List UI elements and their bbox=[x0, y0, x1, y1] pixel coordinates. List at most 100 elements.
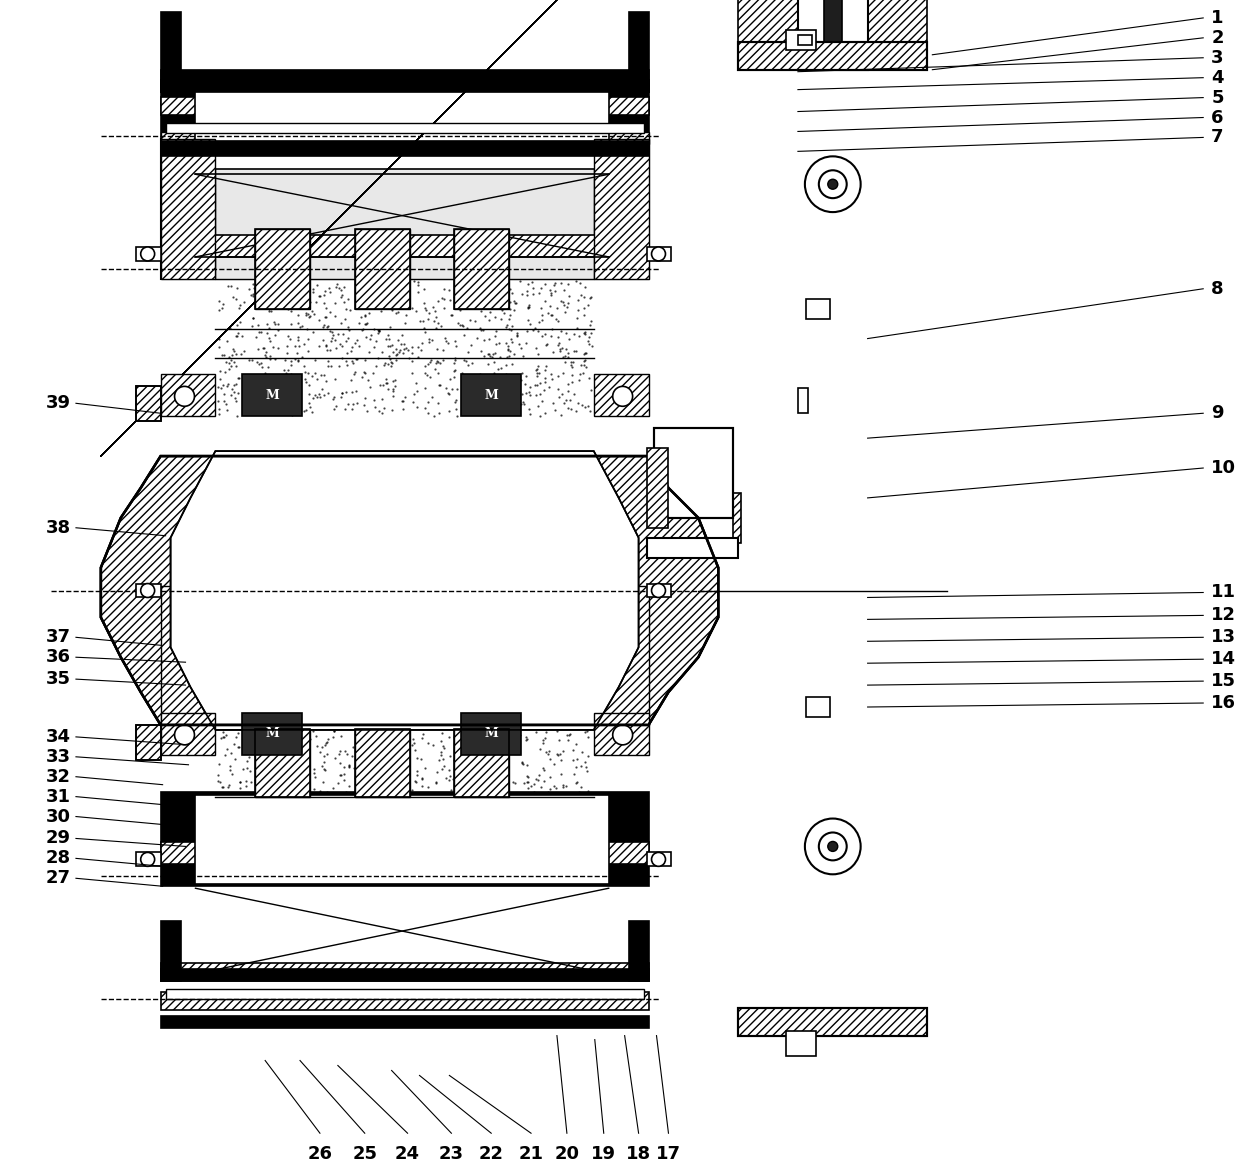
Text: 21: 21 bbox=[518, 1145, 543, 1163]
Text: 1: 1 bbox=[1211, 9, 1224, 27]
Text: 28: 28 bbox=[46, 850, 71, 867]
Text: M: M bbox=[485, 389, 498, 401]
Circle shape bbox=[140, 247, 155, 261]
Circle shape bbox=[140, 584, 155, 598]
Bar bbox=[355, 729, 409, 797]
Circle shape bbox=[805, 156, 861, 212]
Bar bbox=[786, 30, 816, 50]
Circle shape bbox=[651, 584, 666, 598]
Bar bbox=[161, 843, 649, 865]
Bar bbox=[646, 448, 668, 527]
Bar bbox=[161, 375, 216, 417]
Bar bbox=[806, 299, 830, 319]
Bar bbox=[161, 139, 649, 279]
Circle shape bbox=[828, 180, 838, 189]
Bar bbox=[135, 725, 161, 760]
Text: 19: 19 bbox=[591, 1145, 616, 1163]
Bar bbox=[454, 229, 510, 309]
Text: 10: 10 bbox=[1211, 459, 1236, 477]
Bar bbox=[166, 988, 644, 999]
Text: 33: 33 bbox=[46, 748, 71, 766]
Bar bbox=[161, 235, 649, 257]
Bar bbox=[738, 42, 928, 70]
Text: 7: 7 bbox=[1211, 128, 1224, 146]
Bar bbox=[255, 229, 310, 309]
Circle shape bbox=[175, 725, 195, 745]
Text: 39: 39 bbox=[46, 394, 71, 412]
Bar bbox=[868, 0, 928, 70]
Bar bbox=[797, 35, 812, 44]
Bar bbox=[738, 42, 928, 70]
Text: 23: 23 bbox=[439, 1145, 464, 1163]
Bar bbox=[216, 139, 594, 279]
Bar bbox=[161, 586, 216, 725]
Circle shape bbox=[805, 818, 861, 874]
Bar bbox=[135, 584, 161, 598]
Circle shape bbox=[651, 852, 666, 866]
Polygon shape bbox=[100, 456, 718, 725]
Bar bbox=[161, 969, 649, 980]
Bar bbox=[161, 139, 216, 279]
Text: 27: 27 bbox=[46, 869, 71, 887]
Bar bbox=[161, 79, 649, 174]
Text: 32: 32 bbox=[46, 768, 71, 785]
Bar bbox=[653, 428, 733, 518]
Text: 35: 35 bbox=[46, 670, 71, 689]
Bar bbox=[454, 729, 510, 797]
Bar bbox=[738, 0, 797, 70]
Text: 25: 25 bbox=[352, 1145, 377, 1163]
Bar bbox=[355, 729, 409, 797]
Bar bbox=[135, 247, 161, 261]
Text: 14: 14 bbox=[1211, 650, 1236, 669]
Text: 3: 3 bbox=[1211, 49, 1224, 67]
Text: 38: 38 bbox=[46, 519, 71, 537]
Bar bbox=[161, 132, 649, 145]
Bar bbox=[629, 12, 649, 92]
Text: 5: 5 bbox=[1211, 89, 1224, 106]
Bar bbox=[242, 713, 303, 755]
Bar bbox=[797, 0, 868, 70]
Bar bbox=[646, 538, 738, 558]
Bar bbox=[594, 139, 649, 279]
Text: 30: 30 bbox=[46, 808, 71, 825]
Bar bbox=[161, 791, 649, 886]
Bar bbox=[161, 79, 649, 92]
Text: 37: 37 bbox=[46, 628, 71, 647]
Bar bbox=[196, 85, 609, 169]
Text: 16: 16 bbox=[1211, 694, 1236, 712]
Bar bbox=[161, 921, 181, 980]
Bar bbox=[653, 428, 733, 518]
Bar bbox=[255, 229, 310, 309]
Bar bbox=[135, 725, 161, 760]
Bar bbox=[242, 375, 303, 417]
Bar bbox=[454, 229, 510, 309]
Bar bbox=[161, 141, 649, 156]
Polygon shape bbox=[171, 452, 639, 729]
Text: 26: 26 bbox=[308, 1145, 332, 1163]
Bar bbox=[786, 1030, 816, 1055]
Circle shape bbox=[828, 841, 838, 852]
Bar bbox=[161, 963, 649, 980]
Text: 22: 22 bbox=[479, 1145, 503, 1163]
Text: 9: 9 bbox=[1211, 404, 1224, 422]
Text: 24: 24 bbox=[396, 1145, 420, 1163]
Text: 12: 12 bbox=[1211, 607, 1236, 624]
Bar bbox=[461, 375, 521, 417]
Text: M: M bbox=[265, 727, 279, 740]
Text: 6: 6 bbox=[1211, 109, 1224, 126]
Text: 20: 20 bbox=[554, 1145, 579, 1163]
Bar bbox=[161, 586, 649, 725]
Circle shape bbox=[818, 170, 847, 198]
Bar bbox=[629, 921, 649, 980]
Circle shape bbox=[175, 386, 195, 406]
Text: 4: 4 bbox=[1211, 69, 1224, 86]
Bar bbox=[216, 586, 594, 725]
Bar bbox=[135, 852, 161, 866]
Text: M: M bbox=[265, 389, 279, 401]
Circle shape bbox=[140, 852, 155, 866]
Bar bbox=[823, 0, 842, 70]
Text: 13: 13 bbox=[1211, 628, 1236, 647]
Bar bbox=[594, 586, 649, 725]
Text: M: M bbox=[485, 727, 498, 740]
Bar bbox=[594, 713, 649, 755]
